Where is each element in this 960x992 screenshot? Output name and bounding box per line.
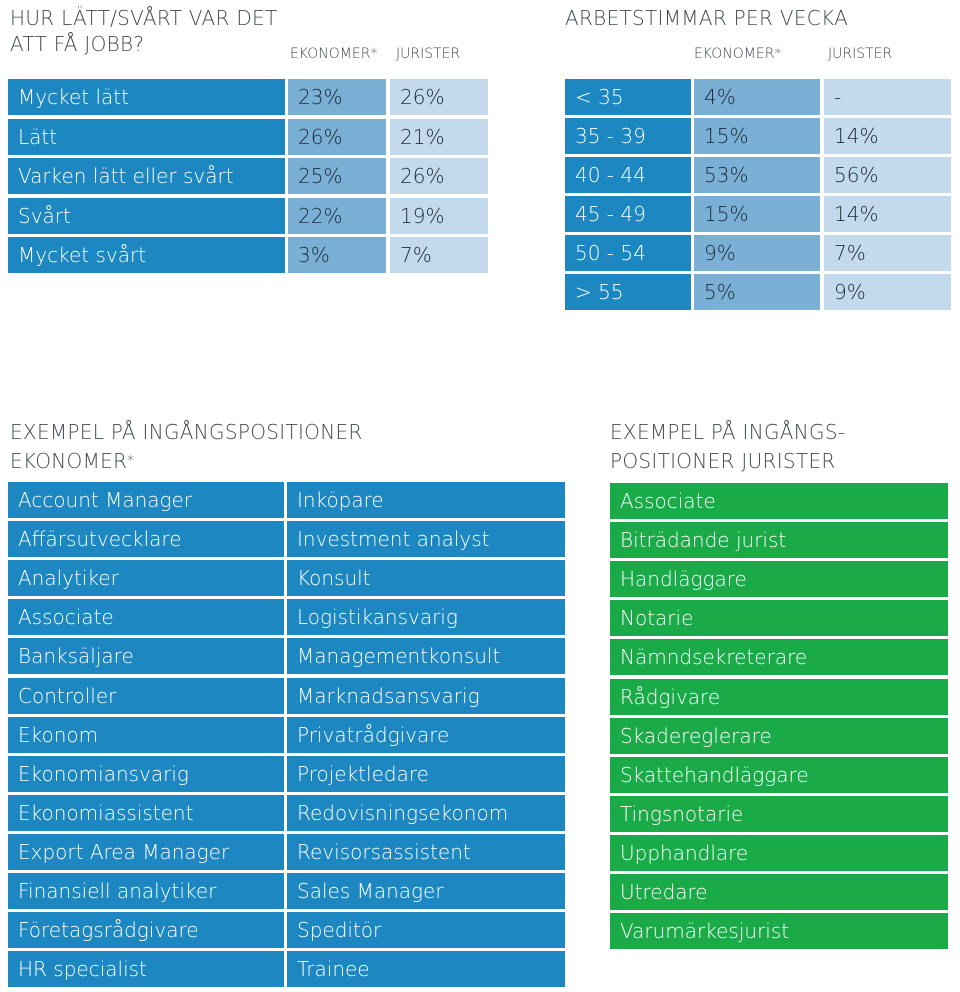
position-jurister-item: Nämndsekreterare xyxy=(610,639,948,675)
difficulty-row-label: Mycket lätt xyxy=(8,79,285,115)
difficulty-title-line2: ATT FÅ JOBB? xyxy=(10,32,145,56)
hours-row-ekonomer: 5% xyxy=(694,274,820,310)
difficulty-row-label: Mycket svårt xyxy=(8,237,285,273)
position-jurister-item: Handläggare xyxy=(610,561,948,597)
position-ekonomer-item: Privatrådgivare xyxy=(287,717,565,753)
hours-row-jurister: 7% xyxy=(824,235,951,271)
difficulty-row-label: Varken lätt eller svårt xyxy=(8,158,285,194)
hours-row-jurister: 56% xyxy=(824,157,951,193)
hours-title: ARBETSTIMMAR PER VECKA xyxy=(565,6,849,30)
position-jurister-item: Utredare xyxy=(610,874,948,910)
hours-col-jurister: JURISTER xyxy=(828,46,893,62)
positions-ekonomer-title-line2: EKONOMER* xyxy=(10,449,135,473)
difficulty-col-ekonomer: EKONOMER* xyxy=(290,46,378,62)
position-ekonomer-item: Investment analyst xyxy=(287,521,565,557)
position-jurister-item: Associate xyxy=(610,483,948,519)
difficulty-col-jurister: JURISTER xyxy=(396,46,461,62)
position-ekonomer-item: Sales Manager xyxy=(287,873,565,909)
difficulty-row-jurister: 26% xyxy=(390,158,488,194)
position-ekonomer-item: Account Manager xyxy=(8,482,284,518)
position-ekonomer-item: Ekonomiansvarig xyxy=(8,756,284,792)
difficulty-row-jurister: 19% xyxy=(390,198,488,234)
hours-row-ekonomer: 53% xyxy=(694,157,820,193)
position-jurister-item: Upphandlare xyxy=(610,835,948,871)
hours-row-jurister: 14% xyxy=(824,118,951,154)
hours-col-ekonomer: EKONOMER* xyxy=(694,46,782,62)
hours-row-label: 40 - 44 xyxy=(565,157,691,193)
hours-row-jurister: 14% xyxy=(824,196,951,232)
hours-row-label: < 35 xyxy=(565,79,691,115)
position-ekonomer-item: Marknadsansvarig xyxy=(287,678,565,714)
asterisk: * xyxy=(127,453,135,469)
positions-jurister-title-line2: POSITIONER JURISTER xyxy=(610,449,836,473)
position-jurister-item: Biträdande jurist xyxy=(610,522,948,558)
difficulty-row-jurister: 21% xyxy=(390,119,488,155)
position-jurister-item: Skattehandläggare xyxy=(610,757,948,793)
position-ekonomer-item: HR specialist xyxy=(8,951,284,987)
hours-row-label: 50 - 54 xyxy=(565,235,691,271)
asterisk: * xyxy=(370,46,378,62)
difficulty-row-ekonomer: 22% xyxy=(288,198,386,234)
position-ekonomer-item: Projektledare xyxy=(287,756,565,792)
position-ekonomer-item: Redovisningsekonom xyxy=(287,795,565,831)
positions-ekonomer-title-line1: EXEMPEL PÅ INGÅNGSPOSITIONER xyxy=(10,420,363,444)
position-ekonomer-item: Ekonom xyxy=(8,717,284,753)
position-jurister-item: Tingsnotarie xyxy=(610,796,948,832)
difficulty-row-ekonomer: 26% xyxy=(288,119,386,155)
position-ekonomer-item: Inköpare xyxy=(287,482,565,518)
position-ekonomer-item: Controller xyxy=(8,678,284,714)
hours-row-label: > 55 xyxy=(565,274,691,310)
difficulty-row-ekonomer: 3% xyxy=(288,237,386,273)
hours-row-label: 45 - 49 xyxy=(565,196,691,232)
hours-row-ekonomer: 9% xyxy=(694,235,820,271)
hours-row-label: 35 - 39 xyxy=(565,118,691,154)
difficulty-row-label: Lätt xyxy=(8,119,285,155)
position-ekonomer-item: Speditör xyxy=(287,912,565,948)
position-jurister-item: Notarie xyxy=(610,600,948,636)
difficulty-row-label: Svårt xyxy=(8,198,285,234)
position-jurister-item: Varumärkesjurist xyxy=(610,913,948,949)
position-jurister-item: Rådgivare xyxy=(610,679,948,715)
hours-row-jurister: - xyxy=(824,79,951,115)
difficulty-row-ekonomer: 23% xyxy=(288,79,386,115)
position-ekonomer-item: Trainee xyxy=(287,951,565,987)
position-ekonomer-item: Ekonomiassistent xyxy=(8,795,284,831)
position-ekonomer-item: Finansiell analytiker xyxy=(8,873,284,909)
position-ekonomer-item: Konsult xyxy=(287,560,565,596)
positions-jurister-title-line1: EXEMPEL PÅ INGÅNGS- xyxy=(610,420,846,444)
hours-row-ekonomer: 15% xyxy=(694,118,820,154)
asterisk: * xyxy=(774,46,782,62)
position-ekonomer-item: Managementkonsult xyxy=(287,638,565,674)
position-ekonomer-item: Affärsutvecklare xyxy=(8,521,284,557)
position-ekonomer-item: Företagsrådgivare xyxy=(8,912,284,948)
hours-row-ekonomer: 4% xyxy=(694,79,820,115)
position-jurister-item: Skadereglerare xyxy=(610,718,948,754)
difficulty-title-line1: HUR LÄTT/SVÅRT VAR DET xyxy=(10,6,278,30)
hours-row-ekonomer: 15% xyxy=(694,196,820,232)
difficulty-row-jurister: 7% xyxy=(390,237,488,273)
position-ekonomer-item: Associate xyxy=(8,599,284,635)
position-ekonomer-item: Analytiker xyxy=(8,560,284,596)
difficulty-row-ekonomer: 25% xyxy=(288,158,386,194)
position-ekonomer-item: Export Area Manager xyxy=(8,834,284,870)
difficulty-row-jurister: 26% xyxy=(390,79,488,115)
hours-row-jurister: 9% xyxy=(824,274,951,310)
position-ekonomer-item: Revisorsassistent xyxy=(287,834,565,870)
position-ekonomer-item: Logistikansvarig xyxy=(287,599,565,635)
position-ekonomer-item: Banksäljare xyxy=(8,638,284,674)
